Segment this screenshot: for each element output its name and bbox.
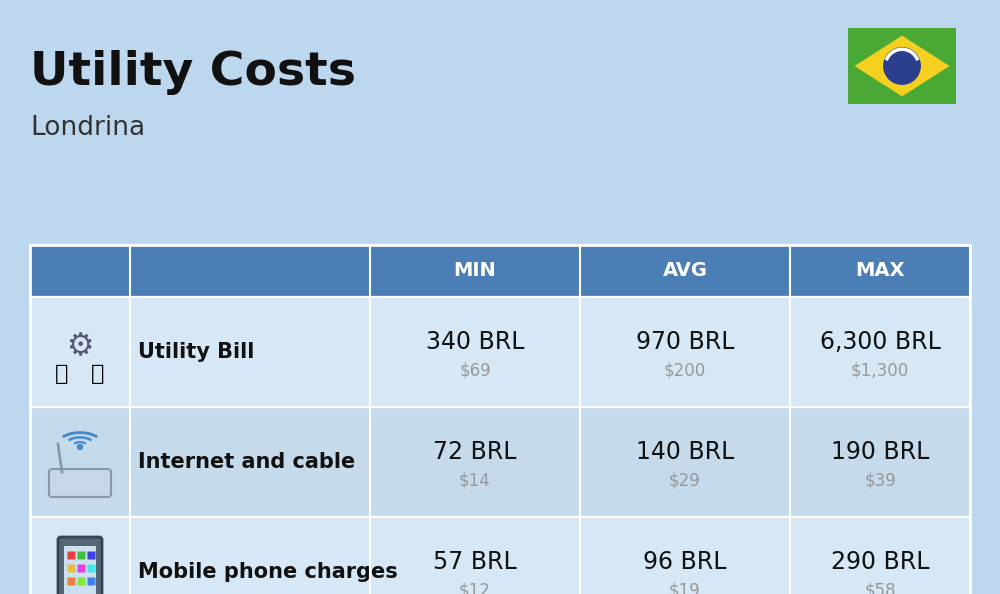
FancyBboxPatch shape	[848, 28, 956, 104]
FancyBboxPatch shape	[30, 297, 970, 407]
FancyBboxPatch shape	[68, 577, 76, 586]
Text: 72 BRL: 72 BRL	[433, 440, 517, 464]
Text: Utility Bill: Utility Bill	[138, 342, 254, 362]
Text: $39: $39	[864, 471, 896, 489]
Text: $58: $58	[864, 581, 896, 594]
FancyBboxPatch shape	[88, 577, 96, 586]
Text: $14: $14	[459, 471, 491, 489]
Text: $1,300: $1,300	[851, 361, 909, 379]
Text: Londrina: Londrina	[30, 115, 145, 141]
FancyBboxPatch shape	[88, 564, 96, 573]
FancyBboxPatch shape	[78, 577, 86, 586]
Text: 6,300 BRL: 6,300 BRL	[820, 330, 940, 354]
Text: $29: $29	[669, 471, 701, 489]
FancyBboxPatch shape	[58, 537, 102, 594]
Polygon shape	[854, 36, 950, 96]
Text: 970 BRL: 970 BRL	[636, 330, 734, 354]
Text: $12: $12	[459, 581, 491, 594]
Text: MAX: MAX	[855, 261, 905, 280]
Text: 140 BRL: 140 BRL	[636, 440, 734, 464]
FancyBboxPatch shape	[88, 551, 96, 560]
Text: MIN: MIN	[454, 261, 496, 280]
FancyBboxPatch shape	[68, 551, 76, 560]
FancyBboxPatch shape	[30, 407, 970, 517]
Circle shape	[884, 48, 920, 84]
Circle shape	[78, 444, 82, 450]
Text: 96 BRL: 96 BRL	[643, 550, 727, 574]
Text: Internet and cable: Internet and cable	[138, 452, 355, 472]
Text: Utility Costs: Utility Costs	[30, 50, 356, 95]
Text: 340 BRL: 340 BRL	[426, 330, 524, 354]
FancyBboxPatch shape	[78, 551, 86, 560]
FancyBboxPatch shape	[64, 546, 96, 594]
Text: 190 BRL: 190 BRL	[831, 440, 929, 464]
Text: 57 BRL: 57 BRL	[433, 550, 517, 574]
FancyBboxPatch shape	[49, 469, 111, 497]
FancyBboxPatch shape	[78, 564, 86, 573]
FancyBboxPatch shape	[30, 517, 970, 594]
Text: $19: $19	[669, 581, 701, 594]
Text: 290 BRL: 290 BRL	[831, 550, 929, 574]
Text: 💡: 💡	[91, 364, 105, 384]
Text: ⚙: ⚙	[66, 333, 94, 362]
Text: AVG: AVG	[662, 261, 708, 280]
Text: $69: $69	[459, 361, 491, 379]
Text: $200: $200	[664, 361, 706, 379]
Text: Mobile phone charges: Mobile phone charges	[138, 562, 398, 582]
Text: 🔌: 🔌	[55, 364, 69, 384]
FancyBboxPatch shape	[68, 564, 76, 573]
FancyBboxPatch shape	[30, 245, 970, 297]
